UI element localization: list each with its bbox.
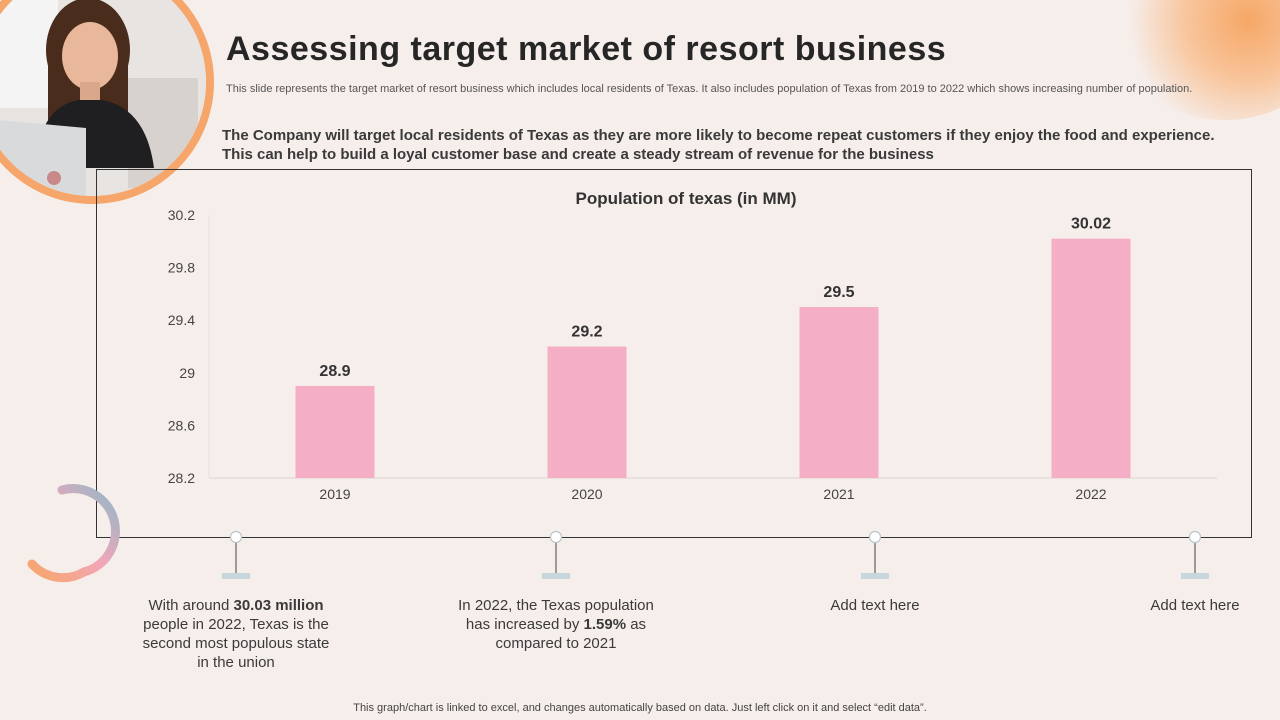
y-tick-label: 29.8 bbox=[168, 260, 195, 276]
note-pin-base bbox=[1181, 573, 1209, 579]
page-title: Assessing target market of resort busine… bbox=[226, 30, 947, 68]
note-text-4: Add text here bbox=[1095, 596, 1280, 615]
note-pin-base bbox=[222, 573, 250, 579]
note-text-2: In 2022, the Texas population has increa… bbox=[456, 596, 656, 653]
note-text-part: Add text here bbox=[830, 597, 920, 614]
data-label: 29.2 bbox=[571, 324, 602, 341]
note-text-part: In 2022, the Texas population has increa… bbox=[458, 597, 654, 633]
bar-2020 bbox=[547, 346, 627, 478]
note-pin bbox=[1188, 530, 1202, 580]
note-pin bbox=[549, 530, 563, 580]
x-tick-label: 2019 bbox=[319, 486, 350, 502]
data-label: 28.9 bbox=[319, 363, 350, 380]
footer-note: This graph/chart is linked to excel, and… bbox=[353, 702, 927, 714]
data-label: 29.5 bbox=[823, 284, 854, 301]
bar-2022 bbox=[1051, 238, 1131, 478]
y-tick-label: 29.4 bbox=[168, 312, 195, 328]
note-text-part: people in 2022, Texas is the second most… bbox=[142, 616, 330, 671]
chart-canvas: Population of texas (in MM) 28.2 28.6 29 29… bbox=[168, 189, 1217, 502]
note-text-part: With around bbox=[148, 597, 234, 614]
intro-text: The Company will target local residents … bbox=[222, 127, 1215, 163]
note-pin-base bbox=[861, 573, 889, 579]
note-pin bbox=[229, 530, 243, 580]
y-tick-label: 28.2 bbox=[168, 470, 195, 486]
x-tick-label: 2022 bbox=[1075, 486, 1106, 502]
note-highlight: 30.03 million bbox=[233, 597, 324, 614]
y-tick-label: 28.6 bbox=[168, 417, 195, 433]
gradient-swirl-icon bbox=[27, 484, 120, 583]
note-text-3: Add text here bbox=[775, 596, 975, 615]
note-text-part: Add text here bbox=[1150, 597, 1240, 614]
note-pin-base bbox=[542, 573, 570, 579]
x-tick-label: 2021 bbox=[823, 486, 854, 502]
data-label: 30.02 bbox=[1071, 216, 1111, 233]
population-chart[interactable]: Population of texas (in MM) 28.2 28.6 29 29… bbox=[96, 169, 1252, 538]
bar-2019 bbox=[295, 385, 375, 478]
note-text-1: With around 30.03 million people in 2022… bbox=[136, 596, 336, 672]
x-tick-label: 2020 bbox=[571, 486, 602, 502]
chart-title: Population of texas (in MM) bbox=[576, 189, 797, 208]
y-tick-label: 30.2 bbox=[168, 207, 195, 223]
corner-glow-decoration bbox=[1110, 0, 1280, 120]
note-highlight: 1.59% bbox=[583, 616, 627, 633]
page-subtitle: This slide represents the target market … bbox=[226, 83, 1193, 95]
bar-2021 bbox=[799, 307, 879, 478]
y-tick-label: 29 bbox=[179, 365, 195, 381]
note-pin bbox=[868, 530, 882, 580]
note-text-part: as compared to 2021 bbox=[495, 616, 647, 652]
